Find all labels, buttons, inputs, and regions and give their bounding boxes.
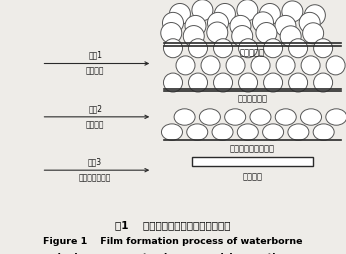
Ellipse shape [253, 12, 273, 33]
Ellipse shape [187, 124, 208, 140]
Ellipse shape [313, 39, 333, 58]
Ellipse shape [263, 124, 284, 140]
Ellipse shape [238, 73, 257, 92]
Text: 阶段2: 阶段2 [88, 104, 102, 113]
Ellipse shape [313, 73, 333, 92]
Ellipse shape [170, 4, 190, 24]
Ellipse shape [256, 23, 277, 43]
Ellipse shape [213, 39, 233, 58]
Text: 聚合物乳液: 聚合物乳液 [240, 48, 265, 57]
Ellipse shape [264, 39, 283, 58]
Ellipse shape [303, 23, 324, 44]
Text: 粒子紧密堆积: 粒子紧密堆积 [238, 94, 267, 103]
Ellipse shape [275, 109, 296, 125]
Ellipse shape [304, 5, 325, 26]
Ellipse shape [280, 26, 301, 47]
Text: 阶段3: 阶段3 [88, 157, 102, 166]
Ellipse shape [301, 109, 321, 125]
Ellipse shape [207, 22, 228, 43]
Ellipse shape [313, 124, 334, 140]
Ellipse shape [264, 73, 283, 92]
Ellipse shape [183, 26, 204, 46]
Bar [192, 157, 313, 166]
Text: 粒子变形: 粒子变形 [86, 120, 104, 129]
Ellipse shape [189, 39, 208, 58]
Text: 粒子进一步合并: 粒子进一步合并 [79, 173, 111, 182]
Ellipse shape [282, 1, 303, 22]
Ellipse shape [176, 56, 195, 75]
Ellipse shape [326, 56, 345, 75]
Ellipse shape [212, 124, 233, 140]
Ellipse shape [288, 124, 309, 140]
Text: 阶段1: 阶段1 [88, 51, 102, 60]
Ellipse shape [164, 39, 182, 58]
Text: Figure 1    Film formation process of waterborne: Figure 1 Film formation process of water… [43, 237, 303, 246]
Ellipse shape [299, 12, 320, 33]
Ellipse shape [237, 124, 258, 140]
Text: single-component polymer emulsion coatings: single-component polymer emulsion coatin… [52, 253, 294, 254]
Ellipse shape [174, 109, 195, 125]
Text: 水分挥发: 水分挥发 [86, 67, 104, 76]
Ellipse shape [208, 12, 228, 33]
Ellipse shape [289, 39, 308, 58]
Text: 形成胶膜: 形成胶膜 [243, 172, 263, 181]
Ellipse shape [162, 124, 182, 140]
Ellipse shape [213, 73, 233, 92]
Ellipse shape [215, 4, 235, 24]
Ellipse shape [189, 73, 208, 92]
Ellipse shape [192, 0, 213, 21]
Ellipse shape [326, 109, 346, 125]
Ellipse shape [276, 56, 295, 75]
Ellipse shape [251, 56, 270, 75]
Ellipse shape [237, 0, 258, 21]
Ellipse shape [301, 56, 320, 75]
Ellipse shape [161, 23, 182, 43]
Ellipse shape [232, 26, 253, 46]
Ellipse shape [260, 4, 280, 24]
Ellipse shape [226, 56, 245, 75]
Ellipse shape [230, 15, 251, 36]
Ellipse shape [201, 56, 220, 75]
Ellipse shape [164, 73, 182, 92]
Ellipse shape [163, 12, 183, 33]
Ellipse shape [185, 15, 206, 36]
Text: 图1    单组分聚合物乳胶涂料成膜过程: 图1 单组分聚合物乳胶涂料成膜过程 [115, 220, 231, 230]
Ellipse shape [225, 109, 246, 125]
Text: 紧密堆积的粒子变形: 紧密堆积的粒子变形 [230, 145, 275, 154]
Ellipse shape [275, 15, 296, 36]
Ellipse shape [289, 73, 308, 92]
Ellipse shape [250, 109, 271, 125]
Ellipse shape [199, 109, 220, 125]
Ellipse shape [238, 39, 257, 58]
